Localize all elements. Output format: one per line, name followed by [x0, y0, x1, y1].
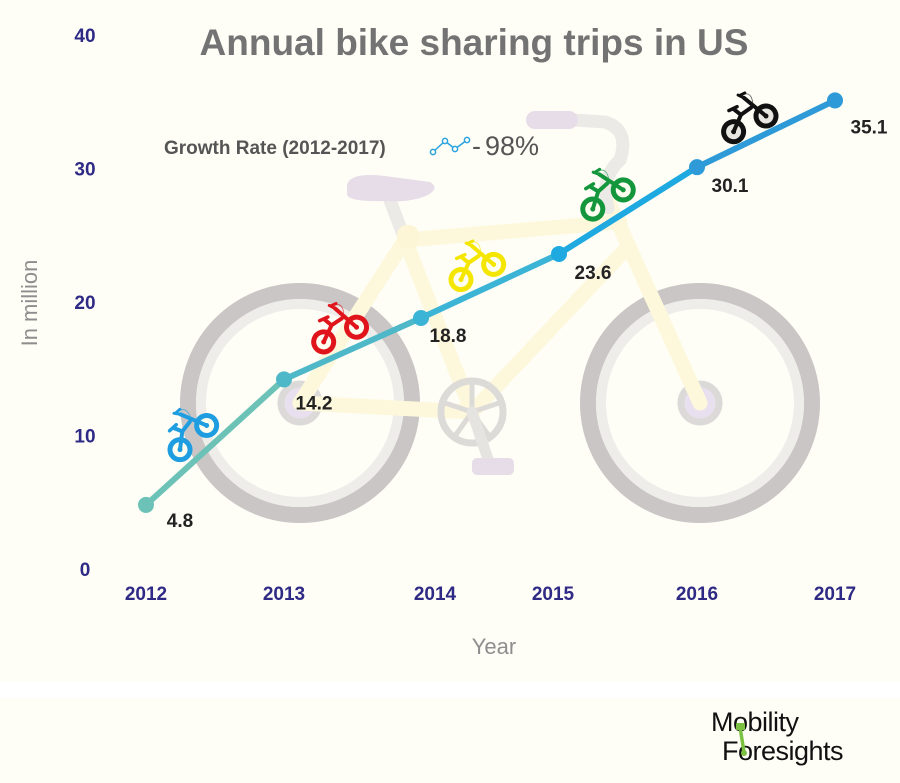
growth-rate-separator: -	[472, 131, 481, 161]
series-line	[143, 97, 838, 508]
y-tick-label: 0	[80, 560, 91, 581]
x-tick-label: 2015	[532, 584, 575, 605]
x-tick-label: 2014	[414, 584, 457, 605]
footer-separator	[0, 682, 900, 698]
data-label: 4.8	[167, 511, 193, 532]
brand-logo-link-icon	[736, 723, 747, 756]
x-tick-label: 2017	[814, 584, 856, 605]
data-point	[138, 496, 154, 513]
line-segment	[418, 250, 562, 322]
y-tick-label: 10	[74, 427, 95, 448]
bicycle-wheel-right	[580, 283, 820, 523]
y-axis-label: In million	[17, 260, 42, 347]
black-balance-bike-icon	[721, 91, 779, 145]
blue-balance-bike-icon	[167, 407, 220, 463]
brand-line-1: Mobility	[711, 707, 799, 737]
y-tick-label: 20	[74, 293, 95, 314]
growth-rate-label: Growth Rate (2012-2017)	[164, 138, 386, 159]
data-label: 23.6	[575, 263, 612, 284]
x-axis: 2012 2013 2014 2015 2016 2017	[125, 584, 856, 605]
x-axis-label: Year	[472, 634, 516, 659]
x-tick-label: 2013	[263, 584, 305, 605]
line-segment	[143, 376, 287, 508]
bicycle-illustration	[180, 111, 820, 523]
data-label: 35.1	[851, 117, 888, 138]
x-tick-label: 2012	[125, 584, 167, 605]
bicycle-handlebar-grip	[526, 111, 578, 129]
growth-rate-value: 98%	[485, 131, 539, 161]
y-tick-label: 30	[74, 160, 95, 181]
growth-annotation: Growth Rate (2012-2017) - 98%	[164, 131, 539, 161]
data-point	[551, 245, 567, 262]
brand-line-2: Foresights	[722, 736, 844, 766]
x-tick-label: 2016	[676, 584, 718, 605]
data-point	[689, 159, 705, 176]
data-point	[827, 92, 843, 109]
red-balance-bike-icon	[311, 301, 370, 355]
y-tick-label: 40	[74, 26, 95, 47]
chart-title: Annual bike sharing trips in US	[200, 22, 749, 63]
data-label: 18.8	[430, 326, 467, 347]
data-point	[413, 310, 429, 327]
line-segment	[694, 97, 838, 171]
balance-bike-icons	[167, 91, 779, 463]
green-balance-bike-icon	[580, 167, 636, 222]
data-label: 14.2	[296, 393, 333, 414]
line-segment	[556, 164, 700, 257]
data-label: 30.1	[712, 176, 749, 197]
brand-logo: Mobility Foresights	[711, 707, 844, 766]
bicycle-seat	[347, 175, 435, 202]
line-segment	[281, 315, 424, 383]
yellow-balance-bike-icon	[448, 239, 507, 293]
bicycle-chainring	[437, 377, 514, 475]
y-axis: 0 10 20 30 40	[74, 26, 95, 581]
trend-line-icon	[429, 136, 471, 156]
data-point	[276, 371, 292, 388]
data-labels: 4.8 14.2 18.8 23.6 30.1 35.1	[167, 117, 888, 532]
series-points	[138, 92, 843, 513]
